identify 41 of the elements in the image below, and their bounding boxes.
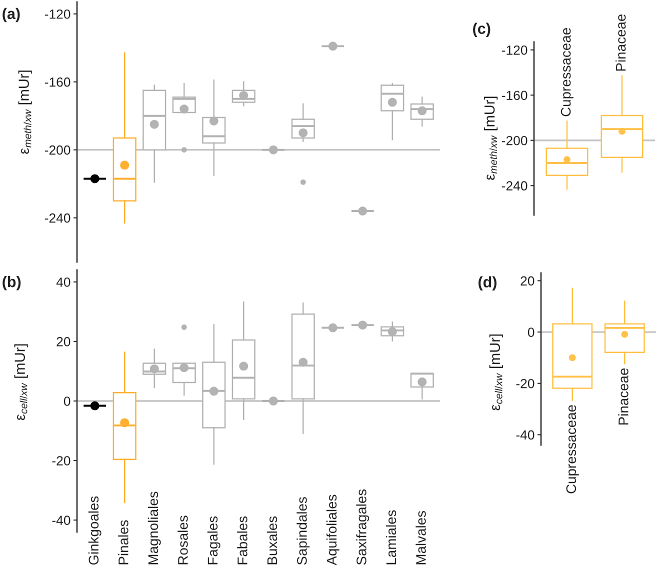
y-tick-label: -160: [502, 90, 528, 100]
y-tick-label: 40: [56, 277, 70, 287]
x-tick-label: Cupressaceae: [560, 28, 574, 116]
chart-title: (c): [473, 22, 490, 38]
x-tick-label: Rosales: [178, 516, 188, 564]
x-tick-label: Pinales: [118, 520, 128, 564]
chart-title: (b): [2, 276, 21, 290]
x-tick-label: Fagales: [207, 516, 220, 564]
x-tick-label: Magnoliales: [148, 492, 161, 564]
y-tick-label: -40: [516, 430, 534, 440]
y-tick-label: -160: [44, 77, 70, 87]
y-tick-label: 0: [528, 328, 534, 337]
x-tick-label: Fabales: [237, 516, 248, 564]
y-tick-label: -240: [44, 213, 70, 223]
x-tick-label: Lamiales: [386, 510, 396, 564]
x-tick-label: Cupressaceae: [566, 405, 579, 494]
x-tick-label: Pinaceae: [618, 368, 628, 425]
x-tick-label: Sapindales: [296, 497, 310, 565]
x-tick-label: Buxales: [266, 516, 278, 564]
chart-title: (a): [2, 8, 20, 22]
y-tick-label: -20: [52, 456, 70, 466]
y-axis-title: ε$_{meth/xw}$ [mUr]: [18, 70, 32, 154]
y-tick-label: -200: [44, 145, 70, 155]
y-tick-label: 0: [64, 396, 70, 406]
y-tick-label: -240: [502, 181, 528, 191]
y-axis-title: ε$_{cell/xw}$ [mUr]: [489, 334, 503, 410]
y-tick-label: -40: [52, 516, 70, 525]
y-tick-label: -120: [44, 9, 70, 19]
x-tick-label: Saxifragales: [356, 489, 370, 565]
x-tick-label: Malvales: [416, 511, 426, 564]
y-tick-label: -20: [516, 378, 534, 388]
x-tick-label: Aquifoliales: [326, 494, 340, 566]
y-tick-label: 20: [520, 276, 534, 286]
x-tick-label: Pinaceae: [616, 14, 626, 71]
x-tick-label: Ginkgoales: [88, 496, 102, 565]
y-tick-label: 20: [56, 337, 70, 346]
y-axis-title: ε$_{meth/xw}$ [mUr]: [484, 96, 498, 180]
chart-title: (d): [478, 276, 496, 290]
y-tick-label: -200: [502, 136, 528, 146]
y-axis-title: ε$_{cell/xw}$ [mUr]: [14, 344, 28, 420]
y-tick-label: -120: [502, 45, 528, 55]
